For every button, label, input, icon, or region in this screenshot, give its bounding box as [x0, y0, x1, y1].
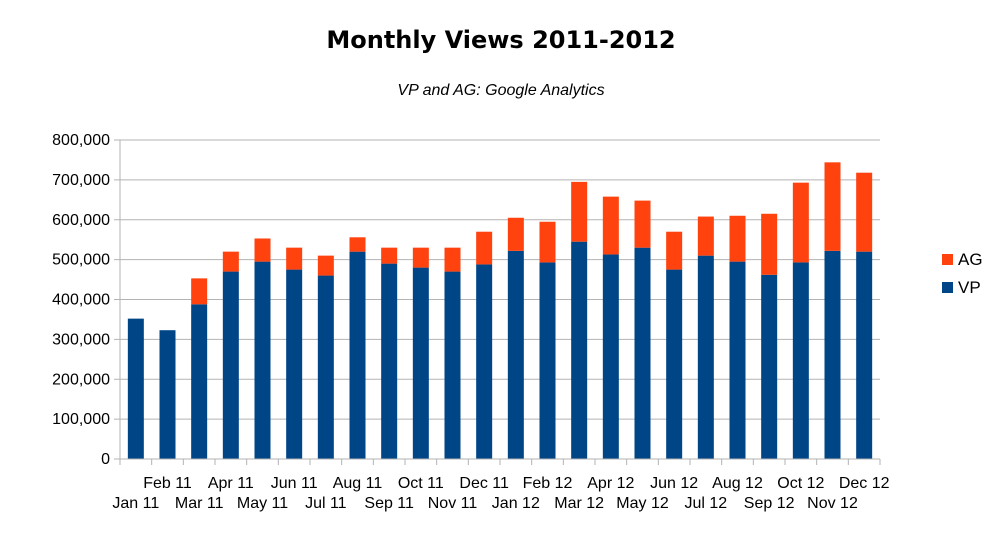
bar-ag-sep-11: [381, 247, 398, 264]
x-tick-label: Aug 11: [333, 475, 383, 492]
bar-ag-oct-11: [412, 247, 429, 268]
x-tick-label: Jul 11: [305, 495, 347, 512]
bar-ag-aug-11: [349, 237, 366, 252]
x-tick-label: Mar 12: [554, 495, 604, 512]
bar-vp-apr-12: [602, 254, 619, 459]
legend-label-vp: VP: [958, 278, 981, 297]
x-tick-label: Jun 12: [650, 475, 698, 492]
bar-ag-mar-12: [571, 181, 588, 242]
bar-vp-aug-11: [349, 251, 366, 459]
bar-vp-may-11: [254, 261, 271, 459]
bar-vp-sep-12: [761, 274, 778, 459]
bar-ag-apr-11: [222, 251, 239, 272]
x-tick-label: Jun 11: [271, 475, 318, 492]
bar-vp-jun-12: [666, 269, 683, 459]
y-tick-label: 400,000: [52, 292, 110, 309]
bar-ag-may-11: [254, 238, 271, 262]
bar-vp-sep-11: [381, 263, 398, 459]
bar-ag-mar-11: [191, 278, 208, 305]
bar-vp-feb-11: [159, 330, 176, 459]
y-tick-label: 500,000: [52, 252, 110, 269]
x-tick-label: Apr 11: [208, 475, 254, 492]
x-tick-label: Apr 12: [587, 475, 634, 492]
x-tick-label: Oct 12: [777, 475, 824, 492]
y-tick-label: 300,000: [52, 331, 110, 348]
bar-ag-aug-12: [729, 215, 746, 262]
x-tick-label: Jan 12: [492, 495, 540, 512]
x-tick-label: Mar 11: [175, 495, 224, 512]
bar-vp-oct-11: [412, 267, 429, 459]
x-tick-label: Sep 12: [744, 495, 795, 512]
y-tick-label: 200,000: [52, 371, 110, 388]
bar-ag-jun-12: [666, 231, 683, 270]
bar-vp-jun-11: [286, 269, 303, 459]
bar-ag-jul-12: [697, 216, 714, 256]
legend-label-ag: AG: [958, 250, 983, 269]
bar-vp-apr-11: [222, 271, 239, 459]
y-tick-label: 100,000: [52, 411, 110, 428]
bar-ag-dec-11: [476, 231, 493, 265]
bar-vp-jan-12: [507, 250, 524, 459]
bar-vp-mar-11: [191, 304, 208, 459]
x-tick-label: Oct 11: [398, 475, 444, 492]
bar-ag-jan-12: [507, 217, 524, 251]
bar-ag-may-12: [634, 200, 651, 248]
x-axis-tick-labels: Jan 11 Feb 11 Mar 11 Apr 11 May 11 Jun 11 Jul …: [112, 475, 889, 512]
x-tick-label: Sep 11: [364, 495, 414, 512]
bar-ag-sep-12: [761, 213, 778, 275]
bar-ag-feb-12: [539, 221, 556, 263]
bar-vp-aug-12: [729, 261, 746, 459]
x-tick-label: Feb 12: [523, 475, 573, 492]
bar-vp-mar-12: [571, 241, 588, 459]
bar-vp-feb-12: [539, 262, 556, 459]
x-tick-label: Dec 12: [839, 475, 890, 492]
x-tick-label: Nov 11: [428, 495, 478, 512]
bar-ag-jun-11: [286, 247, 303, 270]
x-tick-label: May 11: [237, 495, 288, 512]
bar-ag-nov-12: [824, 162, 841, 251]
x-tick-label: May 12: [616, 495, 669, 512]
bar-vp-nov-11: [444, 271, 461, 459]
bar-vp-dec-11: [476, 264, 493, 459]
legend-swatch-ag: [942, 254, 953, 265]
x-tick-label: Jan 11: [112, 495, 159, 512]
bar-ag-dec-12: [856, 172, 873, 252]
bar-vp-dec-12: [856, 251, 873, 459]
y-tick-label: 0: [101, 451, 110, 468]
bars: [127, 162, 873, 459]
x-tick-label: Nov 12: [807, 495, 858, 512]
bar-vp-oct-12: [792, 262, 809, 459]
y-axis-tick-labels: 0 100,000 200,000 300,000 400,000 500,000 600,…: [52, 132, 110, 468]
bar-ag-apr-12: [602, 196, 619, 255]
bar-ag-oct-12: [792, 182, 809, 263]
chart-subtitle: VP and AG: Google Analytics: [397, 82, 605, 99]
bar-vp-jul-11: [317, 275, 334, 459]
x-tick-label: Jul 12: [684, 495, 727, 512]
bar-ag-jul-11: [317, 255, 334, 276]
bar-vp-jan-11: [127, 318, 144, 459]
x-tick-label: Feb 11: [143, 475, 192, 492]
x-tick-label: Dec 11: [459, 475, 509, 492]
bar-vp-jul-12: [697, 255, 714, 459]
legend-swatch-vp: [942, 282, 953, 293]
x-tick-label: Aug 12: [712, 475, 763, 492]
axes: [119, 140, 881, 465]
bar-vp-may-12: [634, 247, 651, 459]
bar-vp-nov-12: [824, 250, 841, 459]
y-tick-label: 700,000: [52, 172, 110, 189]
chart-title: Monthly Views 2011-2012: [326, 26, 676, 54]
bar-ag-nov-11: [444, 247, 461, 272]
legend: AG VP: [942, 250, 983, 297]
y-tick-label: 800,000: [52, 132, 110, 149]
y-tick-label: 600,000: [52, 212, 110, 229]
